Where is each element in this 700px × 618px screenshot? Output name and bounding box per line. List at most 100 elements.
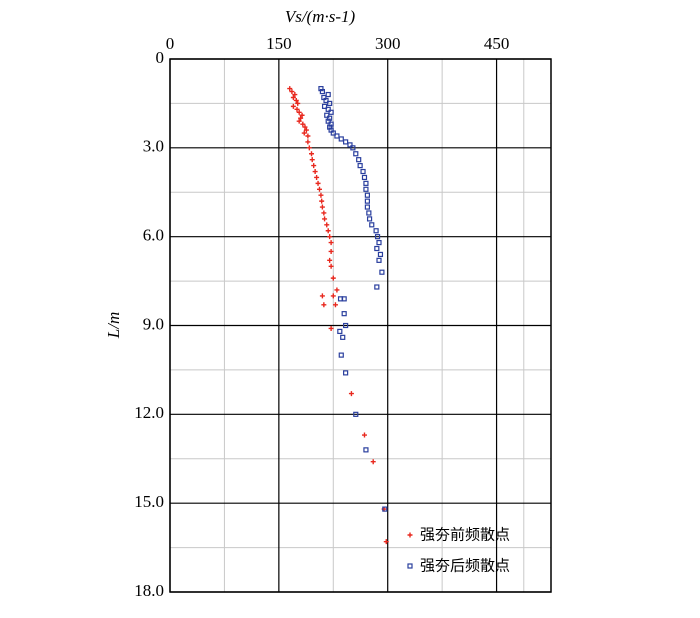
point bbox=[296, 109, 302, 115]
y-tick-label: 9.0 bbox=[143, 314, 164, 333]
point bbox=[338, 136, 344, 142]
point bbox=[312, 169, 318, 175]
point bbox=[328, 263, 334, 269]
point bbox=[332, 302, 338, 308]
point bbox=[289, 89, 295, 95]
point bbox=[321, 103, 328, 109]
point bbox=[379, 269, 385, 275]
y-axis-label: L/m bbox=[104, 312, 123, 339]
point bbox=[319, 293, 325, 299]
point bbox=[337, 328, 343, 335]
y-tick-label: 15.0 bbox=[134, 492, 164, 511]
point bbox=[383, 539, 389, 545]
legend-label: 强夯前频散点 bbox=[420, 526, 510, 544]
point bbox=[295, 100, 301, 106]
point bbox=[325, 106, 331, 112]
point bbox=[305, 133, 311, 139]
point bbox=[374, 245, 380, 252]
point bbox=[319, 88, 325, 95]
point bbox=[299, 112, 305, 118]
point bbox=[353, 411, 359, 417]
point bbox=[321, 302, 327, 308]
point bbox=[357, 163, 363, 169]
legend-marker bbox=[407, 532, 413, 538]
point bbox=[327, 257, 333, 263]
point bbox=[369, 222, 375, 228]
point bbox=[356, 157, 362, 163]
point bbox=[376, 239, 382, 246]
legend-label: 强夯后频散点 bbox=[420, 557, 510, 575]
point bbox=[374, 234, 381, 240]
point bbox=[293, 97, 299, 103]
point bbox=[364, 198, 370, 204]
point bbox=[334, 287, 340, 293]
point bbox=[319, 204, 325, 210]
point bbox=[294, 106, 300, 112]
point bbox=[363, 180, 369, 186]
y-tick-label: 18.0 bbox=[134, 581, 164, 600]
point bbox=[325, 118, 331, 124]
y-tick-label: 0 bbox=[156, 48, 165, 67]
y-tick-label: 12.0 bbox=[134, 403, 164, 422]
point bbox=[319, 198, 325, 204]
point bbox=[300, 121, 306, 127]
point bbox=[314, 174, 320, 180]
point bbox=[340, 334, 346, 340]
y-tick-label: 3.0 bbox=[143, 137, 164, 156]
point bbox=[328, 325, 334, 331]
point bbox=[328, 109, 334, 115]
point bbox=[327, 234, 333, 240]
point bbox=[324, 222, 330, 228]
point bbox=[366, 210, 372, 216]
point bbox=[321, 210, 327, 216]
x-tick-label: 150 bbox=[266, 34, 292, 53]
point bbox=[347, 142, 353, 148]
point bbox=[303, 127, 309, 133]
x-tick-label: 0 bbox=[166, 34, 175, 53]
x-axis-label: Vs/(m·s-1) bbox=[285, 7, 356, 26]
point bbox=[296, 118, 302, 124]
point bbox=[330, 275, 336, 281]
point bbox=[361, 432, 367, 438]
point bbox=[328, 248, 334, 254]
point bbox=[376, 257, 382, 263]
point bbox=[330, 130, 336, 136]
x-tick-label: 450 bbox=[484, 34, 510, 53]
point bbox=[318, 192, 324, 198]
point bbox=[334, 133, 340, 139]
point bbox=[370, 459, 376, 465]
point bbox=[315, 180, 321, 186]
point bbox=[373, 228, 379, 234]
point bbox=[301, 130, 307, 136]
point bbox=[290, 103, 296, 109]
point bbox=[361, 174, 368, 181]
point bbox=[292, 92, 298, 98]
x-tick-label: 300 bbox=[375, 34, 401, 53]
point bbox=[360, 168, 366, 175]
legend-marker bbox=[407, 563, 413, 569]
point bbox=[309, 157, 315, 163]
point bbox=[309, 151, 315, 157]
point bbox=[364, 192, 370, 198]
point bbox=[298, 115, 304, 121]
point bbox=[305, 139, 311, 145]
point bbox=[364, 204, 370, 210]
point bbox=[287, 86, 293, 92]
point bbox=[341, 296, 347, 302]
point bbox=[341, 311, 347, 317]
point bbox=[348, 391, 354, 397]
point bbox=[374, 284, 380, 290]
point bbox=[325, 228, 331, 234]
point bbox=[324, 112, 330, 118]
point bbox=[343, 322, 349, 329]
point bbox=[316, 186, 322, 192]
point bbox=[343, 370, 349, 376]
point bbox=[363, 447, 369, 453]
point bbox=[338, 352, 344, 358]
point bbox=[290, 94, 296, 100]
point bbox=[343, 139, 349, 145]
point bbox=[350, 145, 356, 151]
point bbox=[325, 91, 331, 98]
